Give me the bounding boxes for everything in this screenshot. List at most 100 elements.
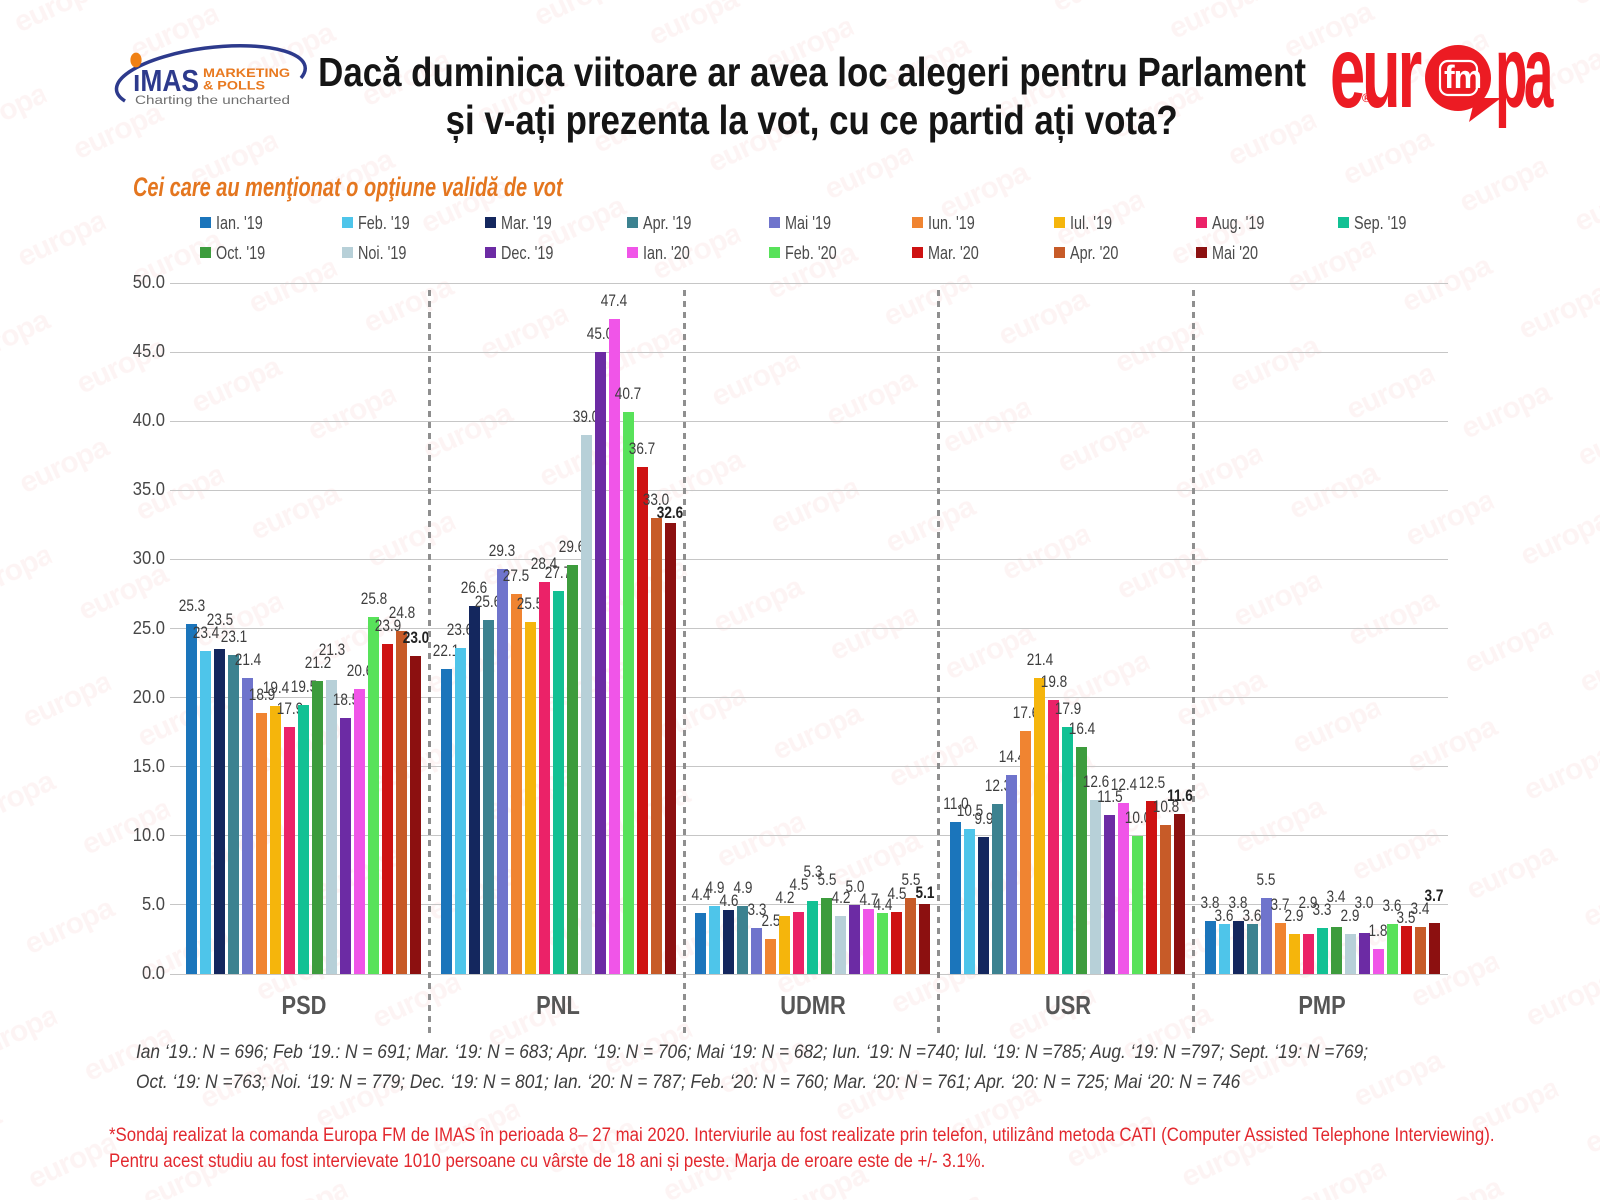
bar-UDMR-Mai '20: [919, 903, 931, 974]
bar-value-USR-Feb. '19: 10.5: [956, 800, 983, 820]
bar-USR-Mai '19: [1006, 774, 1018, 974]
legend-label-Feb. '19: Feb. '19: [358, 213, 410, 233]
bar-value-USR-Noi. '19: 12.6: [1082, 771, 1109, 791]
legend-swatch-Mar. '20-icon: [911, 247, 923, 258]
bar-value-PMP-Iul. '19: 2.9: [1284, 905, 1304, 925]
bar-PNL-Apr. '19: [482, 620, 494, 974]
bar-value-USR-Mar. '20: 12.5: [1138, 773, 1165, 793]
bar-PSD-Mai '20: [410, 656, 421, 974]
bar-value-UDMR-Dec. '19: 5.0: [845, 876, 865, 896]
europa-logo-tail-icon: [1469, 98, 1501, 122]
gridline-50.0: [170, 282, 1448, 284]
bar-value-UDMR-Apr. '20: 5.5: [901, 869, 921, 889]
bar-value-PMP-Mar. '19: 3.8: [1228, 893, 1248, 913]
europa-logo-fm: fm: [1444, 59, 1481, 95]
bar-value-PNL-Iul. '19: 25.5: [516, 593, 544, 613]
legend-label-Mar. '19: Mar. '19: [500, 213, 552, 233]
europa-logo-fm-frame-icon: [1438, 59, 1479, 97]
bar-PNL-Iul. '19: [524, 621, 536, 974]
y-axis-tick-30.0: 30.0: [132, 548, 165, 569]
legend-swatch-Feb. '20-icon: [769, 247, 781, 258]
bar-value-UDMR-Mai '20: 5.1: [915, 882, 935, 902]
bar-value-PNL-Ian. '19: 22.1: [432, 640, 460, 660]
bar-PNL-Ian. '19: [440, 668, 452, 974]
title-line-2: și v-ați prezenta la vot, cu ce partid a…: [445, 97, 1179, 143]
bar-USR-Oct. '19: [1076, 747, 1088, 974]
bar-value-UDMR-Mar. '20: 4.5: [887, 883, 907, 903]
legend-label-Noi. '19: Noi. '19: [358, 243, 407, 263]
bar-PMP-Mai '19: [1260, 897, 1272, 974]
bar-UDMR-Ian. '20: [863, 909, 875, 974]
imas-swoosh-icon: [114, 44, 307, 103]
bar-value-PNL-Mar. '19: 26.6: [460, 578, 488, 598]
bar-value-USR-Aug. '19: 19.8: [1040, 672, 1067, 692]
bar-value-PMP-Apr. '20: 3.4: [1410, 899, 1430, 918]
bar-PMP-Mar. '20: [1400, 925, 1412, 974]
category-label-PNL: PNL: [536, 990, 581, 1020]
bar-PNL-Oct. '19: [566, 564, 578, 974]
legend-swatch-Mai '20-icon: [1196, 247, 1208, 258]
group-separator: [1192, 290, 1196, 1033]
legend-swatch-Feb. '19-icon: [342, 217, 354, 228]
europa-logo-eur: eur: [1330, 28, 1421, 128]
legend-label-Feb. '20: Feb. '20: [785, 243, 837, 263]
bar-PSD-Feb. '20: [368, 617, 379, 974]
bar-PMP-Oct. '19: [1330, 927, 1342, 974]
bar-value-PSD-Aug. '19: 17.9: [276, 698, 303, 718]
y-axis-tick-0.0: 0.0: [141, 963, 165, 983]
bar-PNL-Mai '20: [664, 523, 676, 974]
bar-PMP-Iun. '19: [1274, 922, 1286, 974]
gridline-0.0: [170, 973, 1448, 975]
bar-PNL-Feb. '19: [454, 647, 466, 974]
bar-value-USR-Ian. '20: 12.4: [1110, 774, 1137, 794]
legend-swatch-Apr. '20-icon: [1053, 247, 1065, 258]
bar-UDMR-Mai '19: [751, 928, 763, 974]
bar-value-PMP-Noi. '19: 2.9: [1340, 905, 1360, 925]
category-label-PMP: PMP: [1298, 990, 1346, 1020]
bar-value-PSD-Feb. '20: 25.8: [360, 589, 387, 609]
bar-value-PNL-Noi. '19: 39.0: [572, 407, 600, 427]
category-label-UDMR: UDMR: [780, 990, 846, 1020]
bar-UDMR-Dec. '19: [849, 904, 861, 974]
imas-wordmark: ıMAS: [133, 63, 199, 98]
bar-value-PSD-Mar. '20: 23.9: [374, 615, 401, 635]
bar-USR-Mar. '20: [1146, 801, 1158, 974]
bar-PSD-Mai '19: [242, 678, 253, 974]
legend-swatch-Mai '19-icon: [769, 217, 781, 228]
bar-USR-Mai '20: [1174, 813, 1186, 974]
bar-USR-Noi. '19: [1090, 799, 1102, 974]
bar-value-PSD-Iul. '19: 19.4: [262, 677, 289, 697]
bar-value-PMP-Mai '20: 3.7: [1424, 886, 1444, 905]
bar-value-UDMR-Ian. '20: 4.7: [859, 889, 879, 909]
europa-logo-reg: ®: [1362, 91, 1371, 105]
legend-label-Oct. '19: Oct. '19: [216, 243, 266, 263]
legend-swatch-Oct. '19-icon: [200, 247, 211, 258]
europa-fm-logo: eur pa fm ®: [1330, 28, 1558, 128]
europa-logo-letters: eur pa: [1330, 28, 1558, 128]
bar-PMP-Dec. '19: [1358, 932, 1370, 974]
bar-value-USR-Feb. '20: 10.0: [1124, 807, 1151, 827]
gridline-20.0: [170, 697, 1448, 699]
bar-value-UDMR-Mai '19: 3.3: [747, 900, 767, 920]
bar-UDMR-Apr. '20: [905, 897, 917, 974]
bar-USR-Ian. '20: [1118, 802, 1130, 974]
bar-value-PNL-Apr. '19: 25.6: [474, 592, 502, 612]
bar-value-PNL-Mar. '20: 36.7: [628, 438, 656, 458]
bar-PNL-Apr. '20: [650, 517, 662, 974]
bar-value-USR-Iul. '19: 21.4: [1026, 650, 1053, 670]
bar-UDMR-Iun. '19: [765, 939, 777, 974]
bar-value-USR-Mai '19: 14.4: [998, 746, 1025, 766]
bar-PMP-Noi. '19: [1344, 933, 1356, 974]
bar-value-USR-Oct. '19: 16.4: [1068, 719, 1095, 739]
bar-value-UDMR-Feb. '20: 4.4: [873, 895, 893, 915]
bar-PNL-Dec. '19: [594, 352, 606, 974]
bar-value-PNL-Aug. '19: 28.4: [530, 553, 558, 573]
title-line-1: Dacă duminica viitoare ar avea loc alege…: [318, 49, 1306, 95]
bar-value-UDMR-Apr. '19: 4.9: [733, 878, 753, 898]
y-axis-tick-20.0: 20.0: [132, 686, 165, 707]
bar-value-PNL-Iun. '19: 27.5: [502, 565, 530, 585]
gridline-40.0: [170, 420, 1448, 422]
bar-PSD-Sep. '19: [298, 704, 309, 974]
bar-value-UDMR-Sep. '19: 5.3: [803, 861, 823, 881]
bar-value-PMP-Sep. '19: 3.3: [1312, 900, 1332, 920]
